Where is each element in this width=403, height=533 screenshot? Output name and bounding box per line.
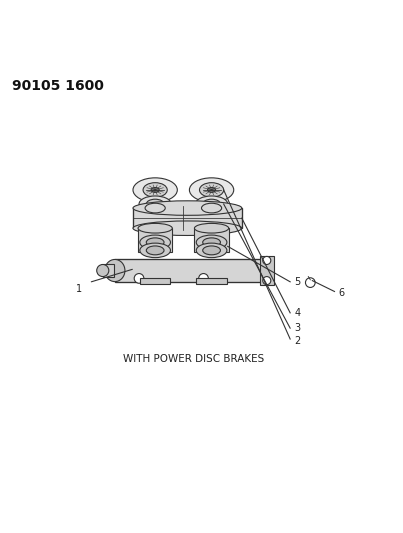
Bar <box>140 278 170 284</box>
Ellipse shape <box>199 273 208 283</box>
Ellipse shape <box>202 203 222 213</box>
Bar <box>196 278 227 284</box>
Ellipse shape <box>196 235 227 249</box>
Ellipse shape <box>263 256 271 264</box>
Ellipse shape <box>203 246 220 255</box>
Ellipse shape <box>194 223 229 233</box>
Text: 5: 5 <box>294 277 301 287</box>
Ellipse shape <box>305 278 315 287</box>
Ellipse shape <box>196 243 227 257</box>
Ellipse shape <box>203 238 220 247</box>
Bar <box>103 264 114 277</box>
Ellipse shape <box>140 243 170 257</box>
Bar <box>195 228 229 253</box>
Ellipse shape <box>145 203 165 213</box>
Ellipse shape <box>138 223 172 233</box>
Ellipse shape <box>139 196 171 212</box>
Ellipse shape <box>105 260 125 281</box>
Bar <box>133 208 242 228</box>
Ellipse shape <box>199 183 224 197</box>
Text: WITH POWER DISC BRAKES: WITH POWER DISC BRAKES <box>123 354 264 364</box>
Text: 2: 2 <box>294 336 301 346</box>
Ellipse shape <box>202 223 222 233</box>
Ellipse shape <box>133 201 242 215</box>
Text: 6: 6 <box>339 288 345 298</box>
Ellipse shape <box>145 223 165 233</box>
Bar <box>260 256 274 285</box>
Ellipse shape <box>133 221 242 236</box>
Bar <box>115 260 268 281</box>
Ellipse shape <box>133 178 177 202</box>
Text: 90105 1600: 90105 1600 <box>12 79 104 93</box>
Ellipse shape <box>97 264 109 277</box>
Ellipse shape <box>146 238 164 247</box>
Ellipse shape <box>143 183 167 197</box>
Ellipse shape <box>140 235 170 249</box>
Ellipse shape <box>263 277 271 285</box>
Ellipse shape <box>146 199 164 209</box>
Bar <box>138 228 172 253</box>
Ellipse shape <box>189 178 234 202</box>
Text: 3: 3 <box>294 323 300 333</box>
Ellipse shape <box>151 188 159 192</box>
Ellipse shape <box>146 246 164 255</box>
Ellipse shape <box>203 199 220 209</box>
Text: 4: 4 <box>294 308 300 318</box>
Ellipse shape <box>134 273 144 283</box>
Ellipse shape <box>195 196 228 212</box>
Ellipse shape <box>208 188 216 192</box>
Text: 1: 1 <box>75 284 82 294</box>
